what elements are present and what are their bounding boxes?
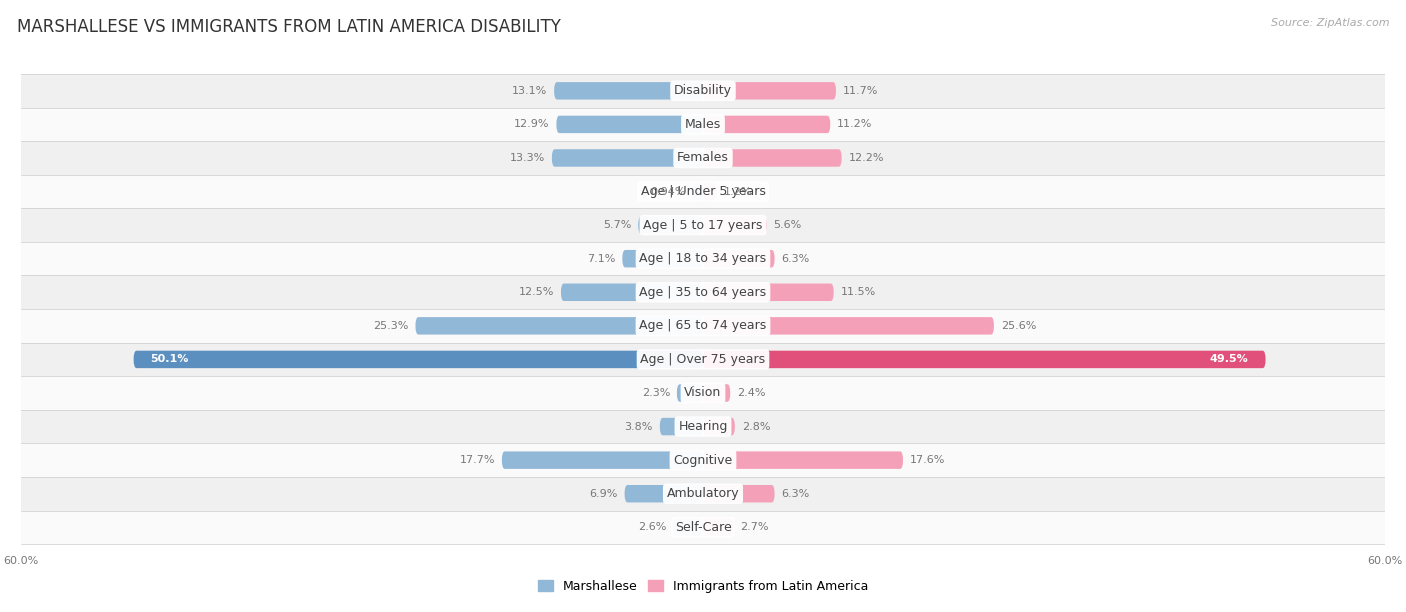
Bar [21,208,1385,242]
Text: Age | Under 5 years: Age | Under 5 years [641,185,765,198]
Text: Disability: Disability [673,84,733,97]
Text: Vision: Vision [685,387,721,400]
Text: 3.8%: 3.8% [624,422,652,431]
Text: 11.2%: 11.2% [837,119,873,129]
Text: 25.3%: 25.3% [373,321,409,331]
Text: Age | 5 to 17 years: Age | 5 to 17 years [644,218,762,231]
Text: 17.7%: 17.7% [460,455,495,465]
FancyBboxPatch shape [703,250,775,267]
Text: 2.6%: 2.6% [638,522,666,532]
Bar [21,175,1385,208]
Text: Age | 18 to 34 years: Age | 18 to 34 years [640,252,766,265]
Text: 6.3%: 6.3% [782,489,810,499]
Bar [21,74,1385,108]
Text: 5.6%: 5.6% [773,220,801,230]
Text: 12.9%: 12.9% [515,119,550,129]
Text: 11.5%: 11.5% [841,287,876,297]
FancyBboxPatch shape [557,116,703,133]
FancyBboxPatch shape [703,116,831,133]
FancyBboxPatch shape [134,351,703,368]
Bar [21,510,1385,544]
Text: Self-Care: Self-Care [675,521,731,534]
Text: Age | 35 to 64 years: Age | 35 to 64 years [640,286,766,299]
Text: Age | Over 75 years: Age | Over 75 years [641,353,765,366]
Text: Age | 65 to 74 years: Age | 65 to 74 years [640,319,766,332]
Text: 50.1%: 50.1% [150,354,188,364]
Text: MARSHALLESE VS IMMIGRANTS FROM LATIN AMERICA DISABILITY: MARSHALLESE VS IMMIGRANTS FROM LATIN AME… [17,18,561,36]
FancyBboxPatch shape [703,283,834,301]
Legend: Marshallese, Immigrants from Latin America: Marshallese, Immigrants from Latin Ameri… [533,575,873,598]
FancyBboxPatch shape [623,250,703,267]
Bar [21,443,1385,477]
Bar [21,275,1385,309]
Text: Source: ZipAtlas.com: Source: ZipAtlas.com [1271,18,1389,28]
FancyBboxPatch shape [415,317,703,335]
Text: 2.7%: 2.7% [741,522,769,532]
Text: 13.1%: 13.1% [512,86,547,96]
Text: 13.3%: 13.3% [510,153,546,163]
Text: 1.2%: 1.2% [724,187,752,196]
FancyBboxPatch shape [703,183,717,200]
FancyBboxPatch shape [502,452,703,469]
Text: 2.3%: 2.3% [641,388,671,398]
Text: 11.7%: 11.7% [842,86,879,96]
FancyBboxPatch shape [703,217,766,234]
FancyBboxPatch shape [659,418,703,435]
FancyBboxPatch shape [676,384,703,401]
Text: Cognitive: Cognitive [673,453,733,466]
Text: 0.94%: 0.94% [650,187,686,196]
Text: 6.3%: 6.3% [782,254,810,264]
FancyBboxPatch shape [692,183,703,200]
FancyBboxPatch shape [703,317,994,335]
FancyBboxPatch shape [703,82,837,100]
Bar [21,108,1385,141]
FancyBboxPatch shape [703,384,730,401]
Bar [21,410,1385,443]
FancyBboxPatch shape [703,418,735,435]
Text: 5.7%: 5.7% [603,220,631,230]
Bar [21,343,1385,376]
FancyBboxPatch shape [703,351,1265,368]
FancyBboxPatch shape [551,149,703,166]
Text: 2.4%: 2.4% [737,388,766,398]
FancyBboxPatch shape [703,452,903,469]
FancyBboxPatch shape [638,217,703,234]
FancyBboxPatch shape [703,518,734,536]
Text: 2.8%: 2.8% [741,422,770,431]
Text: 12.2%: 12.2% [848,153,884,163]
Bar [21,309,1385,343]
FancyBboxPatch shape [673,518,703,536]
Text: Females: Females [678,152,728,165]
Bar [21,477,1385,510]
FancyBboxPatch shape [703,485,775,502]
Text: Ambulatory: Ambulatory [666,487,740,500]
FancyBboxPatch shape [703,149,842,166]
Bar [21,141,1385,175]
Text: Hearing: Hearing [678,420,728,433]
Text: 17.6%: 17.6% [910,455,945,465]
Bar [21,376,1385,410]
FancyBboxPatch shape [624,485,703,502]
FancyBboxPatch shape [561,283,703,301]
Text: 12.5%: 12.5% [519,287,554,297]
Text: 25.6%: 25.6% [1001,321,1036,331]
Text: 49.5%: 49.5% [1209,354,1249,364]
Bar [21,242,1385,275]
Text: 7.1%: 7.1% [588,254,616,264]
Text: Males: Males [685,118,721,131]
Text: 6.9%: 6.9% [589,489,617,499]
FancyBboxPatch shape [554,82,703,100]
